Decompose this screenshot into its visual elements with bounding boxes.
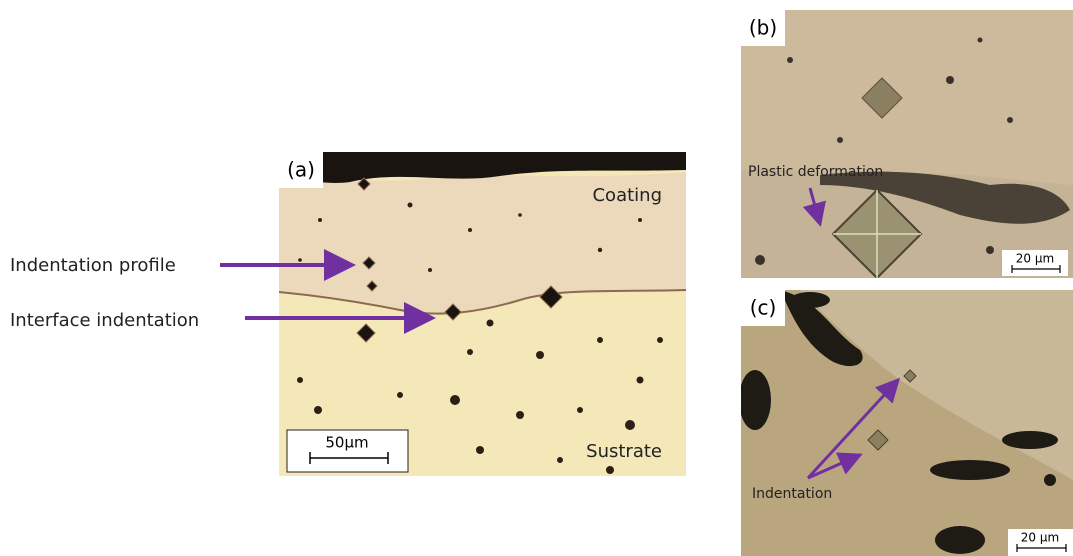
figure: (a) Coating Sustrate 50µm Indentation pr…: [0, 0, 1073, 556]
scale-label: 50µm: [325, 434, 368, 452]
annotation: Plastic deformation: [748, 164, 883, 180]
panel-label: (c): [750, 296, 777, 320]
micrograph-b: [741, 10, 1073, 278]
region-label: Sustrate: [586, 441, 662, 462]
region-label: Coating: [592, 185, 662, 206]
callout-label: Interface indentation: [10, 310, 199, 331]
annotation: Indentation: [752, 486, 832, 502]
panel-label: (a): [287, 158, 315, 182]
micrograph-c: [739, 290, 1073, 556]
callout-label: Indentation profile: [10, 255, 176, 276]
scale-label: 20 µm: [1021, 531, 1059, 545]
panel-label: (b): [749, 16, 777, 40]
scale-label: 20 µm: [1016, 252, 1054, 266]
